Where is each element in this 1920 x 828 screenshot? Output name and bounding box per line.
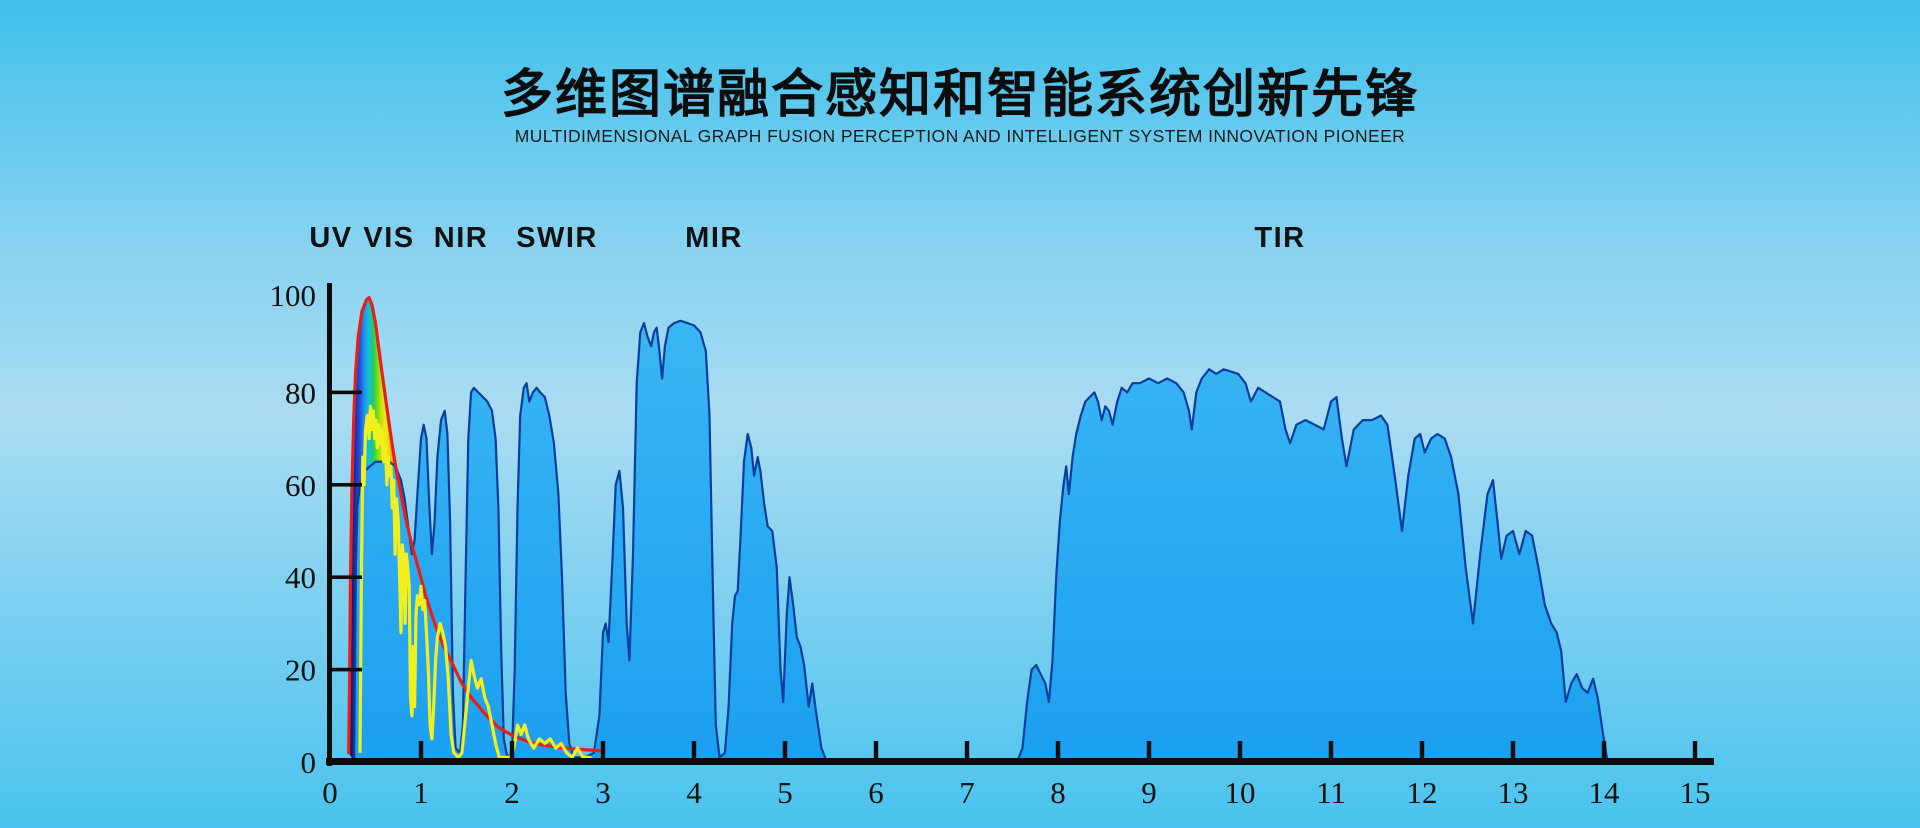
y-label-40: 40 xyxy=(285,560,316,595)
x-label-2: 2 xyxy=(504,775,520,810)
y-tick-80 xyxy=(332,390,362,395)
y-label-0: 0 xyxy=(301,745,317,780)
x-tick-13 xyxy=(1510,741,1516,758)
x-tick-3 xyxy=(600,741,606,758)
x-label-0: 0 xyxy=(322,775,338,810)
x-tick-2 xyxy=(509,741,515,758)
x-label-1: 1 xyxy=(413,775,429,810)
y-label-100: 100 xyxy=(270,278,317,313)
band-label-vis: VIS xyxy=(363,222,414,254)
band-label-nir: NIR xyxy=(434,222,488,254)
x-label-9: 9 xyxy=(1141,775,1157,810)
x-label-4: 4 xyxy=(686,775,702,810)
x-label-10: 10 xyxy=(1225,775,1256,810)
x-label-12: 12 xyxy=(1407,775,1438,810)
x-tick-1 xyxy=(418,741,424,758)
x-tick-15 xyxy=(1692,741,1698,758)
y-tick-20 xyxy=(332,667,362,672)
x-label-6: 6 xyxy=(868,775,884,810)
y-label-80: 80 xyxy=(285,375,316,410)
x-label-8: 8 xyxy=(1050,775,1066,810)
x-label-3: 3 xyxy=(595,775,611,810)
x-label-15: 15 xyxy=(1680,775,1711,810)
x-tick-10 xyxy=(1237,741,1243,758)
visible-spectrum-rainbow xyxy=(348,297,401,762)
x-label-7: 7 xyxy=(959,775,975,810)
x-tick-12 xyxy=(1419,741,1425,758)
transmission-area xyxy=(354,320,1700,762)
y-label-20: 20 xyxy=(285,653,316,688)
y-tick-60 xyxy=(332,483,362,487)
band-label-uv: UV xyxy=(309,222,352,254)
x-tick-6 xyxy=(873,741,879,758)
band-label-mir: MIR xyxy=(685,222,743,254)
transmission-outline xyxy=(353,319,1700,764)
x-tick-14 xyxy=(1601,741,1607,758)
x-tick-9 xyxy=(1146,741,1152,758)
page-subtitle: MULTIDIMENSIONAL GRAPH FUSION PERCEPTION… xyxy=(514,126,1406,146)
y-tick-40 xyxy=(332,575,362,579)
x-axis xyxy=(326,758,1714,765)
x-tick-5 xyxy=(782,741,788,758)
x-label-5: 5 xyxy=(777,775,793,810)
band-label-tir: TIR xyxy=(1254,222,1305,254)
x-label-11: 11 xyxy=(1316,775,1346,810)
band-label-swir: SWIR xyxy=(516,222,598,254)
x-tick-11 xyxy=(1328,741,1334,758)
page-title: 多维图谱融合感知和智能系统创新先锋 xyxy=(500,66,1419,124)
y-axis xyxy=(327,283,332,766)
y-label-60: 60 xyxy=(285,468,316,503)
x-tick-8 xyxy=(1055,741,1061,758)
x-tick-4 xyxy=(691,741,697,758)
x-label-13: 13 xyxy=(1498,775,1529,810)
solar-envelope-curve xyxy=(347,296,605,755)
x-label-14: 14 xyxy=(1589,775,1621,810)
ground-irradiance-curve xyxy=(358,404,597,764)
x-tick-7 xyxy=(964,741,970,758)
